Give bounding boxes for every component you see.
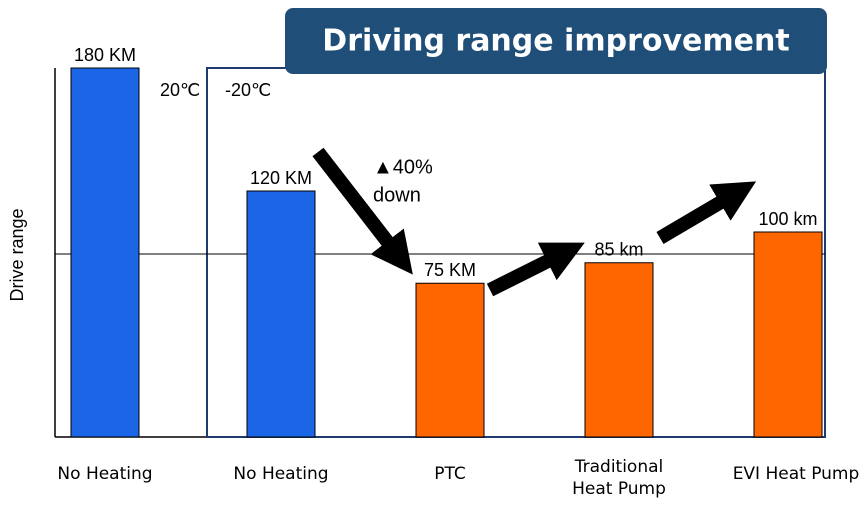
- x-tick-label: No Heating: [57, 464, 153, 484]
- bar: [70, 67, 140, 438]
- bar: [246, 190, 316, 438]
- title-box: [285, 8, 827, 74]
- value-label: 120 KM: [250, 168, 312, 188]
- bar: [584, 262, 654, 438]
- bar: [753, 231, 823, 438]
- arrow: [312, 147, 413, 275]
- annotation: ▲40%: [373, 156, 433, 178]
- x-tick-label: EVI Heat Pump: [732, 464, 860, 484]
- value-label: 75 KM: [424, 260, 476, 280]
- chart-title: Driving range improvement: [322, 24, 789, 59]
- value-label: 85 km: [594, 240, 643, 260]
- annotation: 20℃: [160, 80, 200, 100]
- y-axis-label: Drive range: [7, 208, 27, 301]
- x-tick-label: PTC: [434, 464, 466, 484]
- x-tick-label: Traditional Heat Pump: [572, 457, 666, 499]
- value-label: 180 KM: [74, 45, 136, 65]
- annotation: -20℃: [225, 80, 271, 100]
- arrow: [486, 242, 585, 297]
- x-tick-label: No Heating: [233, 464, 329, 484]
- arrow: [656, 181, 757, 245]
- value-label: 100 km: [758, 209, 817, 229]
- bar: [415, 282, 485, 438]
- annotation: down: [373, 184, 421, 206]
